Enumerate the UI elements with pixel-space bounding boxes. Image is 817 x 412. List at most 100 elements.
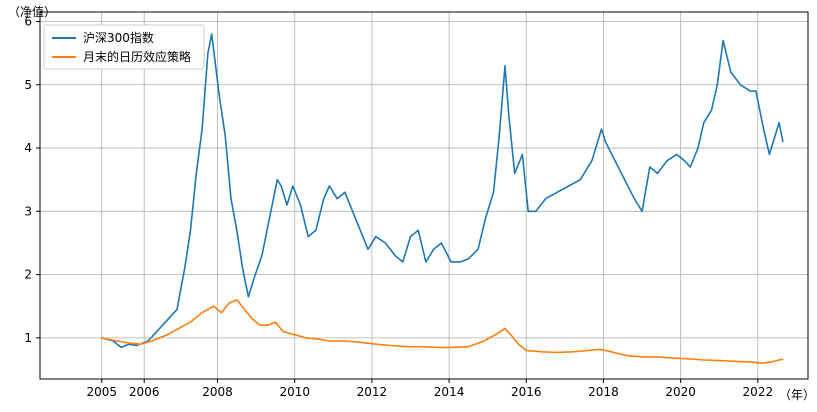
series-lines bbox=[101, 33, 784, 364]
series-point bbox=[641, 356, 643, 358]
series-point bbox=[624, 179, 626, 181]
series-point bbox=[467, 258, 469, 260]
series-point bbox=[259, 324, 261, 326]
series-point bbox=[656, 172, 659, 174]
series-point bbox=[394, 255, 396, 257]
series-point bbox=[352, 210, 354, 212]
series-point bbox=[641, 210, 643, 212]
series-point bbox=[774, 134, 776, 136]
series-point bbox=[276, 179, 278, 181]
series-point bbox=[359, 341, 361, 343]
series-point bbox=[504, 65, 506, 67]
series-point bbox=[600, 128, 603, 130]
series-point bbox=[703, 359, 705, 361]
series-point bbox=[492, 191, 495, 193]
series-point bbox=[450, 261, 452, 263]
series-point bbox=[689, 166, 691, 168]
y-tick-label: 2 bbox=[24, 268, 32, 282]
series-point bbox=[176, 308, 178, 310]
series-point bbox=[545, 198, 547, 200]
series-point bbox=[282, 330, 284, 333]
series-point bbox=[128, 343, 130, 345]
series-point bbox=[778, 122, 780, 124]
plot-frame bbox=[39, 11, 809, 380]
series-point bbox=[317, 338, 319, 340]
series-point bbox=[384, 242, 386, 244]
series-point bbox=[421, 346, 423, 348]
series-point bbox=[521, 153, 524, 155]
series-point bbox=[749, 90, 751, 92]
series-point bbox=[328, 340, 330, 342]
series-point bbox=[189, 321, 192, 323]
series-point bbox=[687, 358, 690, 360]
series-point bbox=[485, 217, 487, 219]
series-point bbox=[761, 362, 763, 364]
series-point bbox=[683, 160, 686, 162]
series-point bbox=[139, 343, 141, 345]
series-point bbox=[243, 308, 246, 310]
series-point bbox=[568, 185, 570, 187]
series-point bbox=[292, 185, 294, 187]
series-point bbox=[782, 358, 784, 360]
series-point bbox=[508, 115, 510, 117]
series-point bbox=[305, 337, 307, 339]
series-point bbox=[666, 160, 668, 162]
series-point bbox=[189, 229, 192, 231]
series-point bbox=[778, 359, 780, 361]
series-point bbox=[261, 255, 263, 257]
series-point bbox=[375, 343, 377, 345]
series-point bbox=[425, 261, 427, 263]
x-axis-unit-label: （年） bbox=[779, 388, 815, 402]
series-point bbox=[452, 346, 454, 348]
series-point bbox=[120, 346, 122, 348]
x-tick-label: 2020 bbox=[665, 385, 696, 399]
series-point bbox=[527, 210, 529, 212]
series-point bbox=[440, 242, 442, 244]
series-point bbox=[267, 324, 269, 326]
series-point bbox=[286, 204, 288, 206]
series-point bbox=[307, 236, 309, 238]
series-point bbox=[375, 236, 377, 238]
series-point bbox=[224, 134, 226, 136]
y-tick-label: 4 bbox=[24, 141, 32, 155]
y-axis-unit-label: （净值） bbox=[8, 4, 56, 19]
series-point bbox=[676, 153, 678, 155]
series-point bbox=[299, 204, 302, 206]
series-point bbox=[556, 191, 558, 193]
series-point bbox=[656, 356, 659, 358]
series-point bbox=[749, 361, 751, 363]
legend-label-csi300: 沪深300指数 bbox=[83, 30, 154, 45]
x-tick-label: 2022 bbox=[743, 385, 774, 399]
series-point bbox=[247, 296, 249, 298]
x-tick-label: 2008 bbox=[202, 385, 233, 399]
series-point bbox=[541, 351, 543, 353]
series-point bbox=[672, 357, 674, 359]
series-point bbox=[610, 351, 612, 353]
series-point bbox=[649, 166, 651, 168]
series-point bbox=[201, 312, 203, 314]
series-point bbox=[483, 340, 485, 342]
y-tick-label: 3 bbox=[24, 204, 32, 218]
series-point bbox=[722, 39, 724, 42]
series-point bbox=[402, 261, 404, 263]
x-tick-label: 2006 bbox=[129, 385, 160, 399]
series-point bbox=[626, 355, 628, 357]
series-point bbox=[211, 33, 213, 35]
series-point bbox=[703, 122, 705, 124]
series-point bbox=[739, 84, 742, 86]
x-tick-label: 2012 bbox=[357, 385, 388, 399]
series-point bbox=[236, 299, 238, 301]
series-point bbox=[477, 248, 479, 250]
legend-box bbox=[43, 24, 205, 70]
legend: 沪深300指数 月末的日历效应策略 bbox=[43, 24, 205, 70]
series-point bbox=[514, 172, 516, 174]
series-point bbox=[587, 349, 589, 352]
series-point bbox=[323, 198, 325, 200]
series-point bbox=[770, 361, 772, 363]
series-point bbox=[213, 305, 215, 307]
grid-lines bbox=[40, 12, 808, 379]
series-point bbox=[460, 261, 462, 263]
series-point bbox=[518, 343, 520, 345]
y-tick-label: 5 bbox=[24, 78, 32, 92]
